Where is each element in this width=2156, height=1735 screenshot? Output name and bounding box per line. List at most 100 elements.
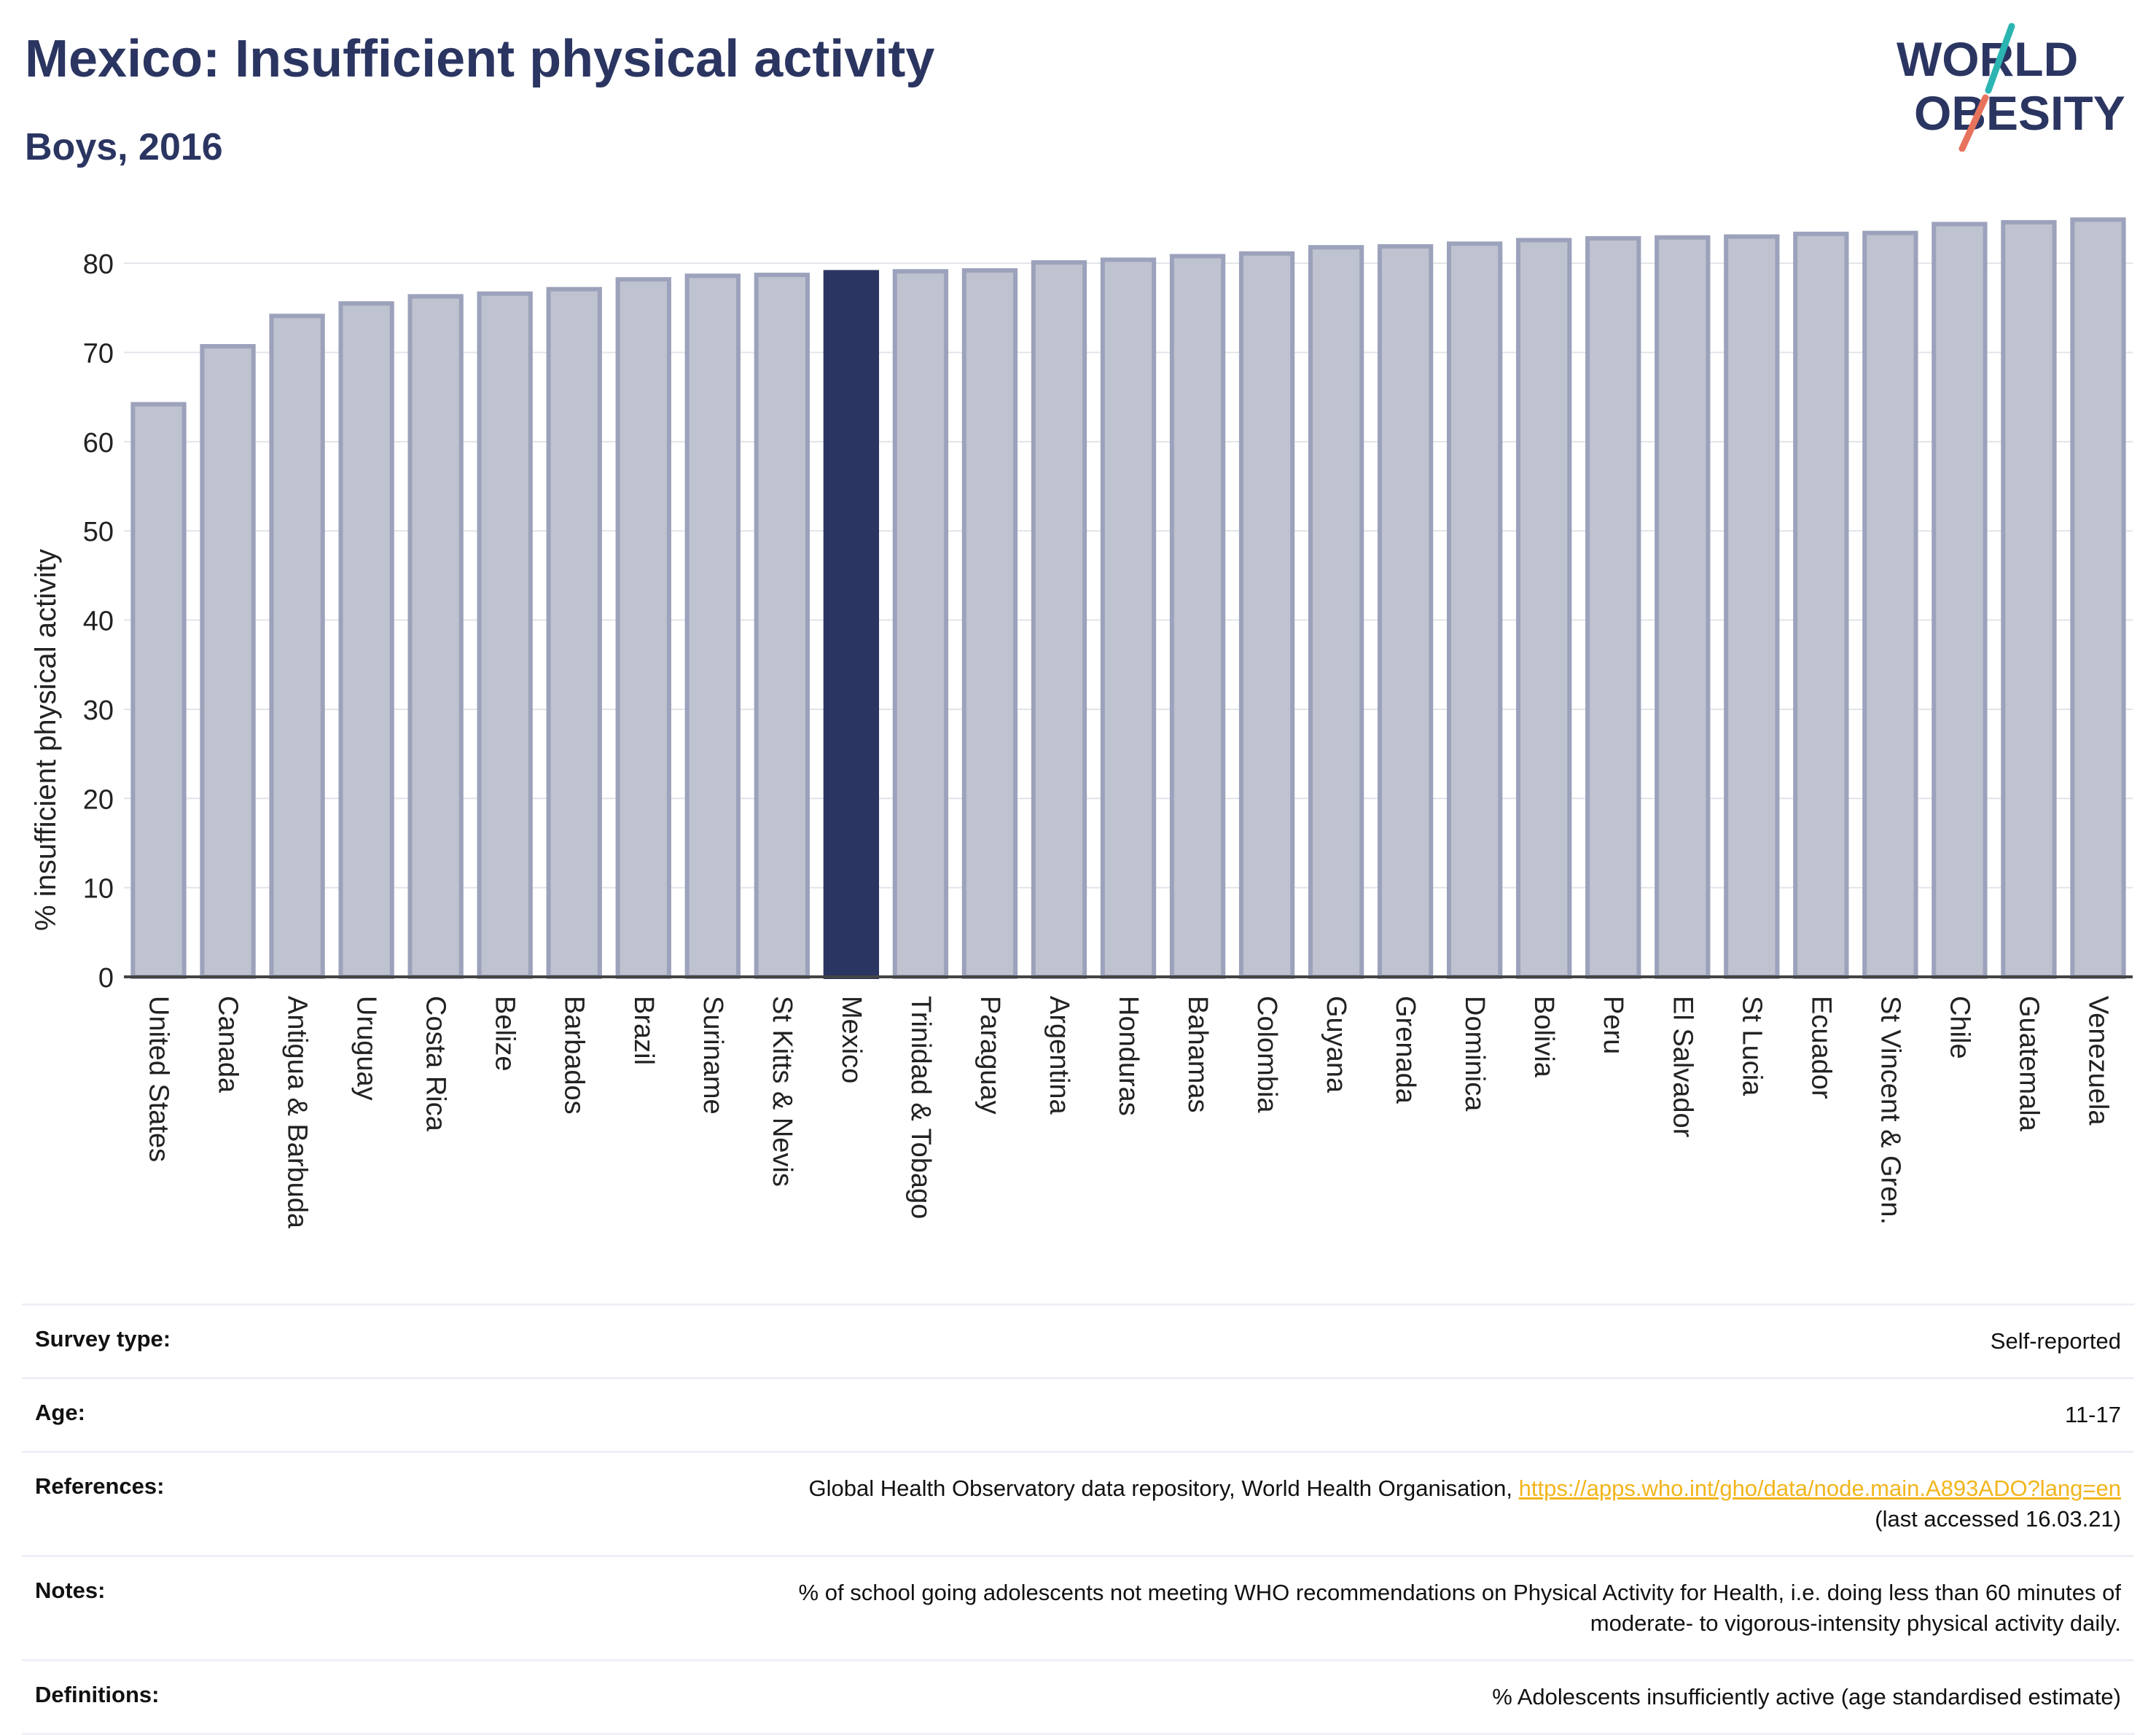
metadata-table: Survey type: Self-reported Age: 11-17 Re… — [22, 1303, 2134, 1735]
bar-trinidad-tobago — [892, 269, 949, 979]
meta-value: Global Health Observatory data repositor… — [485, 1451, 2134, 1557]
x-tick-label: Costa Rica — [421, 996, 451, 1132]
bar-grenada — [1377, 243, 1434, 980]
meta-label: Notes: — [22, 1555, 485, 1661]
meta-label: Survey type: — [22, 1303, 485, 1379]
world-obesity-logo: WORLD OBESITY — [1897, 23, 2125, 152]
x-tick-label: Mexico — [836, 996, 867, 1083]
bars — [130, 217, 2126, 980]
chart-subtitle: Boys, 2016 — [25, 126, 223, 168]
y-tick-label: 20 — [83, 784, 114, 815]
bar-peru — [1585, 235, 1641, 979]
meta-value: % of school going adolescents not meetin… — [485, 1555, 2134, 1661]
y-tick-label: 60 — [83, 428, 114, 459]
meta-value: 11-17 — [485, 1377, 2134, 1453]
logo-text-world: WORLD — [1897, 32, 2078, 86]
bar-st-vincent-gren- — [1862, 230, 1918, 979]
bar-canada — [200, 343, 256, 979]
x-tick-label: Brazil — [628, 996, 659, 1065]
bar-costa-rica — [407, 294, 464, 979]
x-tick-label: Guatemala — [2013, 996, 2044, 1132]
bar-guatemala — [2001, 219, 2057, 979]
bar-colombia — [1238, 251, 1295, 979]
references-link[interactable]: https://apps.who.int/gho/data/node.main.… — [1518, 1475, 2121, 1501]
meta-row-notes: Notes: % of school going adolescents not… — [22, 1555, 2134, 1661]
y-tick-label: 80 — [83, 249, 114, 280]
x-tick-label: Trinidad & Tobago — [905, 996, 936, 1219]
meta-row-age: Age: 11-17 — [22, 1377, 2134, 1453]
x-tick-label: Dominica — [1459, 996, 1490, 1112]
y-tick-label: 50 — [83, 517, 114, 547]
x-tick-labels: United States Canada Antigua & Barbuda Urug… — [144, 996, 2114, 1229]
meta-label: Age: — [22, 1377, 485, 1453]
meta-label: Definitions: — [22, 1659, 485, 1735]
x-tick-label: Honduras — [1113, 996, 1144, 1116]
y-tick-label: 10 — [83, 874, 114, 905]
y-tick-label: 70 — [83, 339, 114, 370]
bar-antigua-barbuda — [269, 313, 325, 980]
bar-bolivia — [1516, 238, 1572, 980]
x-tick-label: Guyana — [1321, 996, 1351, 1093]
meta-row-definitions: Definitions: % Adolescents insufficientl… — [22, 1659, 2134, 1735]
chart-title: Mexico: Insufficient physical activity — [25, 30, 935, 88]
x-tick-label: St Vincent & Gren. — [1875, 996, 1905, 1225]
bar-guyana — [1308, 245, 1364, 979]
x-tick-label: Paraguay — [975, 996, 1005, 1115]
meta-label: References: — [22, 1451, 485, 1557]
bar-uruguay — [338, 301, 394, 979]
x-tick-label: Antigua & Barbuda — [282, 996, 313, 1229]
x-tick-label: Uruguay — [351, 996, 382, 1101]
bar-paraguay — [961, 268, 1018, 979]
logo-slash-coral-icon — [1958, 94, 1989, 152]
x-tick-label: United States — [144, 996, 174, 1162]
logo-text-obesity: OBESITY — [1914, 86, 2125, 140]
x-tick-label: Peru — [1598, 996, 1628, 1054]
x-tick-label: Suriname — [698, 996, 728, 1115]
bar-honduras — [1100, 257, 1157, 979]
x-tick-label: Canada — [213, 996, 243, 1093]
x-tick-label: Barbados — [559, 996, 590, 1115]
x-tick-label: Bolivia — [1528, 996, 1559, 1078]
x-tick-label: Grenada — [1390, 996, 1421, 1104]
bar-barbados — [546, 286, 602, 979]
bar-dominica — [1447, 241, 1503, 979]
logo-slash-teal-icon — [1985, 23, 2015, 94]
x-tick-label: St Kitts & Nevis — [767, 996, 797, 1187]
references-suffix: (last accessed 16.03.21) — [1875, 1506, 2121, 1532]
meta-row-references: References: Global Health Observatory da… — [22, 1451, 2134, 1557]
x-tick-label: Belize — [490, 996, 520, 1072]
bar-suriname — [684, 273, 741, 979]
bar-venezuela — [2070, 217, 2126, 980]
bar-argentina — [1031, 260, 1087, 979]
notes-line-2: moderate- to vigorous-intensity physical… — [1590, 1610, 2121, 1636]
x-tick-label: Colombia — [1251, 996, 1282, 1113]
bar-ecuador — [1793, 231, 1849, 979]
y-tick-label: 0 — [98, 963, 114, 994]
bar-united-states — [130, 402, 187, 979]
x-tick-label: Argentina — [1044, 996, 1074, 1115]
y-tick-label: 30 — [83, 695, 114, 726]
bar-chart: 0 10 20 30 40 50 60 70 80 United States Canada Ant… — [30, 217, 2133, 1229]
meta-row-survey-type: Survey type: Self-reported — [22, 1303, 2134, 1379]
bar-st-lucia — [1724, 234, 1780, 979]
meta-value: Self-reported — [485, 1303, 2134, 1379]
bar-mexico — [823, 270, 880, 980]
bar-belize — [477, 291, 533, 979]
x-tick-label: Venezuela — [2082, 996, 2113, 1126]
x-tick-label: Ecuador — [1805, 996, 1836, 1099]
references-text: Global Health Observatory data repositor… — [808, 1475, 1519, 1501]
notes-line-1: % of school going adolescents not meetin… — [798, 1580, 2121, 1605]
y-tick-labels: 0 10 20 30 40 50 60 70 80 — [83, 249, 114, 994]
x-tick-label: Bahamas — [1182, 996, 1213, 1113]
x-tick-label: St Lucia — [1736, 996, 1767, 1096]
bar-el-salvador — [1655, 235, 1711, 980]
bar-st-kitts-nevis — [754, 273, 810, 980]
meta-value: % Adolescents insufficiently active (age… — [485, 1659, 2134, 1735]
x-tick-label: El Salvador — [1667, 996, 1698, 1138]
y-axis-label: % insufficient physical activity — [30, 549, 62, 931]
bar-chile — [1932, 222, 1988, 979]
x-tick-label: Chile — [1944, 996, 1975, 1059]
y-tick-label: 40 — [83, 607, 114, 637]
bar-bahamas — [1169, 254, 1226, 979]
bar-brazil — [615, 277, 671, 979]
